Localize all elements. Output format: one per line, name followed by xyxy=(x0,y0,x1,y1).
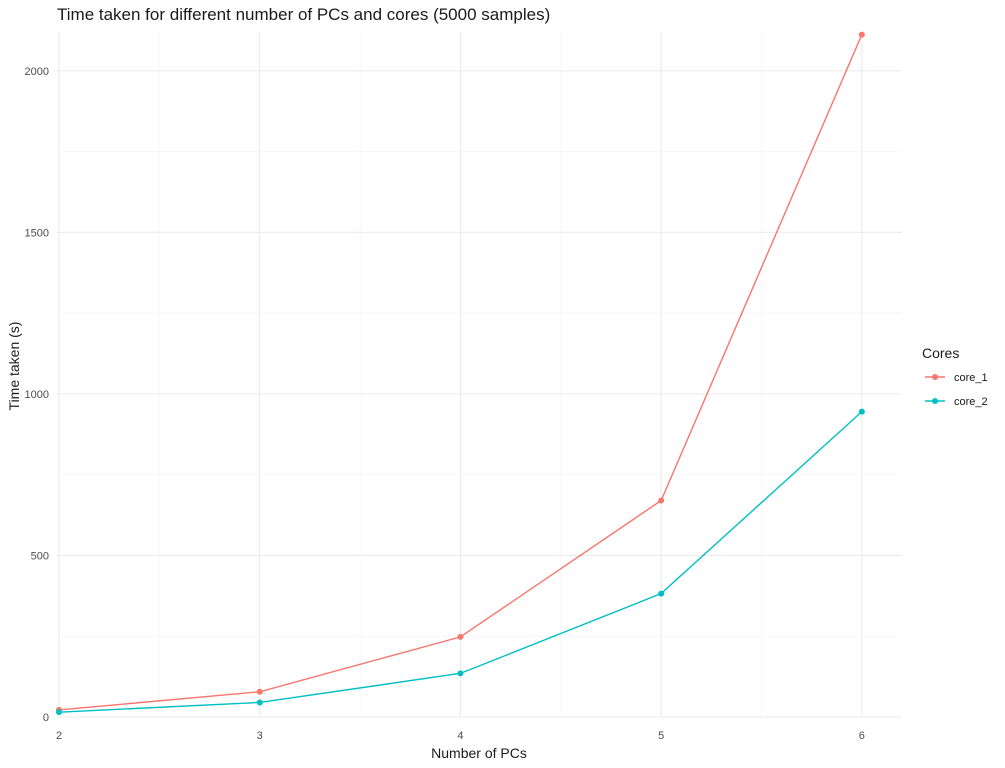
legend-title: Cores xyxy=(922,345,959,361)
data-point-core_1 xyxy=(858,31,865,38)
data-point-core_2 xyxy=(457,670,464,677)
legend-key-point-core_2 xyxy=(932,398,938,404)
x-tick-label: 5 xyxy=(658,730,664,742)
legend-label-core_2: core_2 xyxy=(954,396,988,408)
data-point-core_2 xyxy=(56,709,63,716)
data-point-core_1 xyxy=(256,688,263,695)
y-tick-label: 1500 xyxy=(25,227,49,239)
y-axis-ticks: 0 500 1000 1500 2000 xyxy=(25,66,49,724)
legend: Cores core_1 core_2 xyxy=(922,345,988,408)
grid xyxy=(57,32,902,718)
legend-label-core_1: core_1 xyxy=(954,372,988,384)
x-tick-label: 6 xyxy=(859,730,865,742)
y-tick-label: 1000 xyxy=(25,389,49,401)
y-axis-title: Time taken (s) xyxy=(6,322,22,411)
legend-key-point-core_1 xyxy=(932,374,938,380)
data-point-core_2 xyxy=(858,408,865,415)
y-tick-label: 0 xyxy=(43,712,49,724)
series-layer xyxy=(56,31,865,716)
data-point-core_2 xyxy=(658,590,665,597)
y-tick-label: 500 xyxy=(31,550,49,562)
data-point-core_1 xyxy=(457,633,464,640)
data-point-core_1 xyxy=(658,497,665,504)
x-tick-label: 4 xyxy=(457,730,463,742)
x-axis-title: Number of PCs xyxy=(431,745,527,761)
x-axis-ticks: 2 3 4 5 6 xyxy=(56,730,865,742)
x-tick-label: 2 xyxy=(56,730,62,742)
x-tick-label: 3 xyxy=(257,730,263,742)
chart-title: Time taken for different number of PCs a… xyxy=(57,5,550,24)
data-point-core_2 xyxy=(256,699,263,706)
y-tick-label: 2000 xyxy=(25,66,49,78)
